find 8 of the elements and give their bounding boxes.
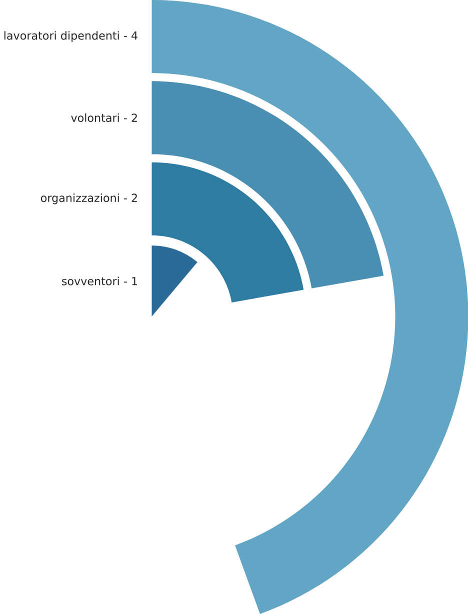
category-label: volontari - <box>70 113 127 122</box>
category-label: sovventori - <box>62 276 127 286</box>
category-label: lavoratori dipendenti - <box>4 31 127 42</box>
category-label: organizzazioni - <box>40 193 127 204</box>
data-label: 1 <box>132 277 137 286</box>
data-label: 2 <box>132 114 137 122</box>
data-label: 2 <box>132 194 137 202</box>
data-label: 4 <box>131 31 138 40</box>
